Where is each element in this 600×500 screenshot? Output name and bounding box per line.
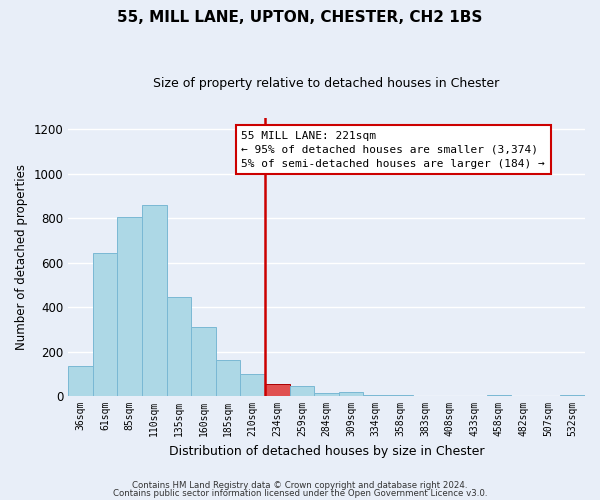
Bar xyxy=(167,297,191,396)
Y-axis label: Number of detached properties: Number of detached properties xyxy=(15,164,28,350)
Bar xyxy=(216,360,241,396)
Bar xyxy=(93,252,118,396)
Bar xyxy=(364,395,388,396)
Bar xyxy=(314,392,339,396)
Bar xyxy=(68,366,93,396)
Bar xyxy=(290,386,314,396)
Title: Size of property relative to detached houses in Chester: Size of property relative to detached ho… xyxy=(154,78,500,90)
Text: 55, MILL LANE, UPTON, CHESTER, CH2 1BS: 55, MILL LANE, UPTON, CHESTER, CH2 1BS xyxy=(118,10,482,25)
Bar xyxy=(388,395,413,396)
Bar xyxy=(241,374,265,396)
Text: Contains HM Land Registry data © Crown copyright and database right 2024.: Contains HM Land Registry data © Crown c… xyxy=(132,481,468,490)
X-axis label: Distribution of detached houses by size in Chester: Distribution of detached houses by size … xyxy=(169,444,484,458)
Bar xyxy=(191,327,216,396)
Bar xyxy=(487,395,511,396)
Text: Contains public sector information licensed under the Open Government Licence v3: Contains public sector information licen… xyxy=(113,488,487,498)
Bar xyxy=(265,384,290,396)
Bar xyxy=(142,205,167,396)
Bar xyxy=(339,392,364,396)
Bar xyxy=(118,217,142,396)
Bar xyxy=(560,395,585,396)
Text: 55 MILL LANE: 221sqm
← 95% of detached houses are smaller (3,374)
5% of semi-det: 55 MILL LANE: 221sqm ← 95% of detached h… xyxy=(241,130,545,168)
